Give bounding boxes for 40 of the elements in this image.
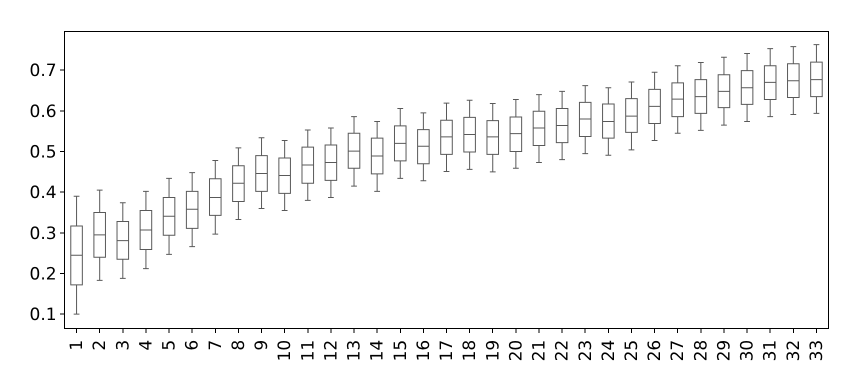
y-tick-label: 0.5 [30,142,57,162]
x-tick-label: 13 [344,340,365,362]
x-tick-label: 20 [506,340,526,362]
y-tick-label: 0.7 [30,61,57,82]
y-tick-label: 0.4 [30,183,57,204]
x-tick-label: 31 [760,340,781,362]
x-tick-label: 5 [160,340,180,351]
x-tick-label: 26 [645,340,666,362]
y-tick-label: 0.1 [30,305,57,326]
x-tick-label: 21 [530,340,550,362]
x-tick-label: 25 [622,340,642,362]
y-tick-label: 0.3 [30,224,57,244]
x-tick-label: 8 [228,340,249,351]
x-tick-label: 22 [552,340,573,362]
x-tick-label: 2 [90,340,110,351]
x-tick-label: 24 [598,340,619,362]
x-tick-label: 9 [252,340,272,351]
y-tick-label: 0.6 [30,102,57,122]
x-tick-label: 27 [668,340,688,362]
x-tick-label: 19 [483,340,504,362]
x-tick-label: 28 [691,340,712,362]
x-tick-label: 32 [784,340,804,362]
x-tick-label: 30 [738,340,758,362]
x-tick-label: 3 [113,340,134,351]
x-tick-label: 4 [136,340,156,351]
x-tick-label: 14 [368,340,388,362]
x-tick-label: 7 [206,340,226,351]
x-tick-label: 18 [460,340,480,362]
y-tick-label: 0.2 [30,264,57,284]
x-tick-label: 15 [390,340,411,362]
x-tick-label: 23 [576,340,596,362]
x-tick-label: 11 [298,340,318,362]
x-tick-label: 10 [275,340,296,362]
x-tick-label: 12 [321,340,342,362]
x-tick-label: 33 [806,340,827,362]
x-tick-label: 16 [414,340,434,362]
x-tick-label: 1 [67,340,88,351]
x-tick-label: 6 [182,340,203,351]
x-tick-label: 29 [714,340,734,362]
x-tick-label: 17 [437,340,458,362]
